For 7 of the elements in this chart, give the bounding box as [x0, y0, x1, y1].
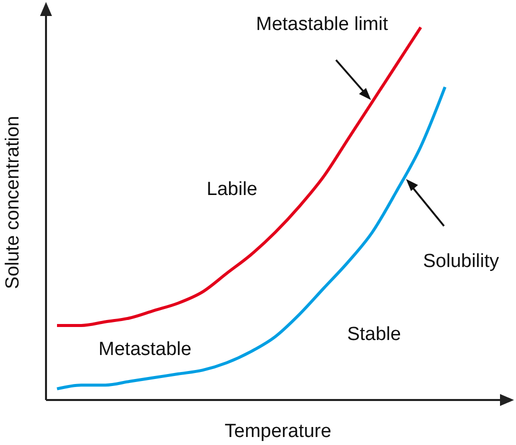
annotation: Labile [206, 179, 258, 201]
annotation: Stable [347, 324, 401, 346]
text: Solubility [422, 251, 500, 273]
series-label: Metastable limit [256, 14, 388, 36]
y-axis-title: Solute concentration [2, 116, 24, 290]
annotation: Metastable [98, 339, 192, 361]
x-axis-title: Temperature [224, 421, 332, 442]
